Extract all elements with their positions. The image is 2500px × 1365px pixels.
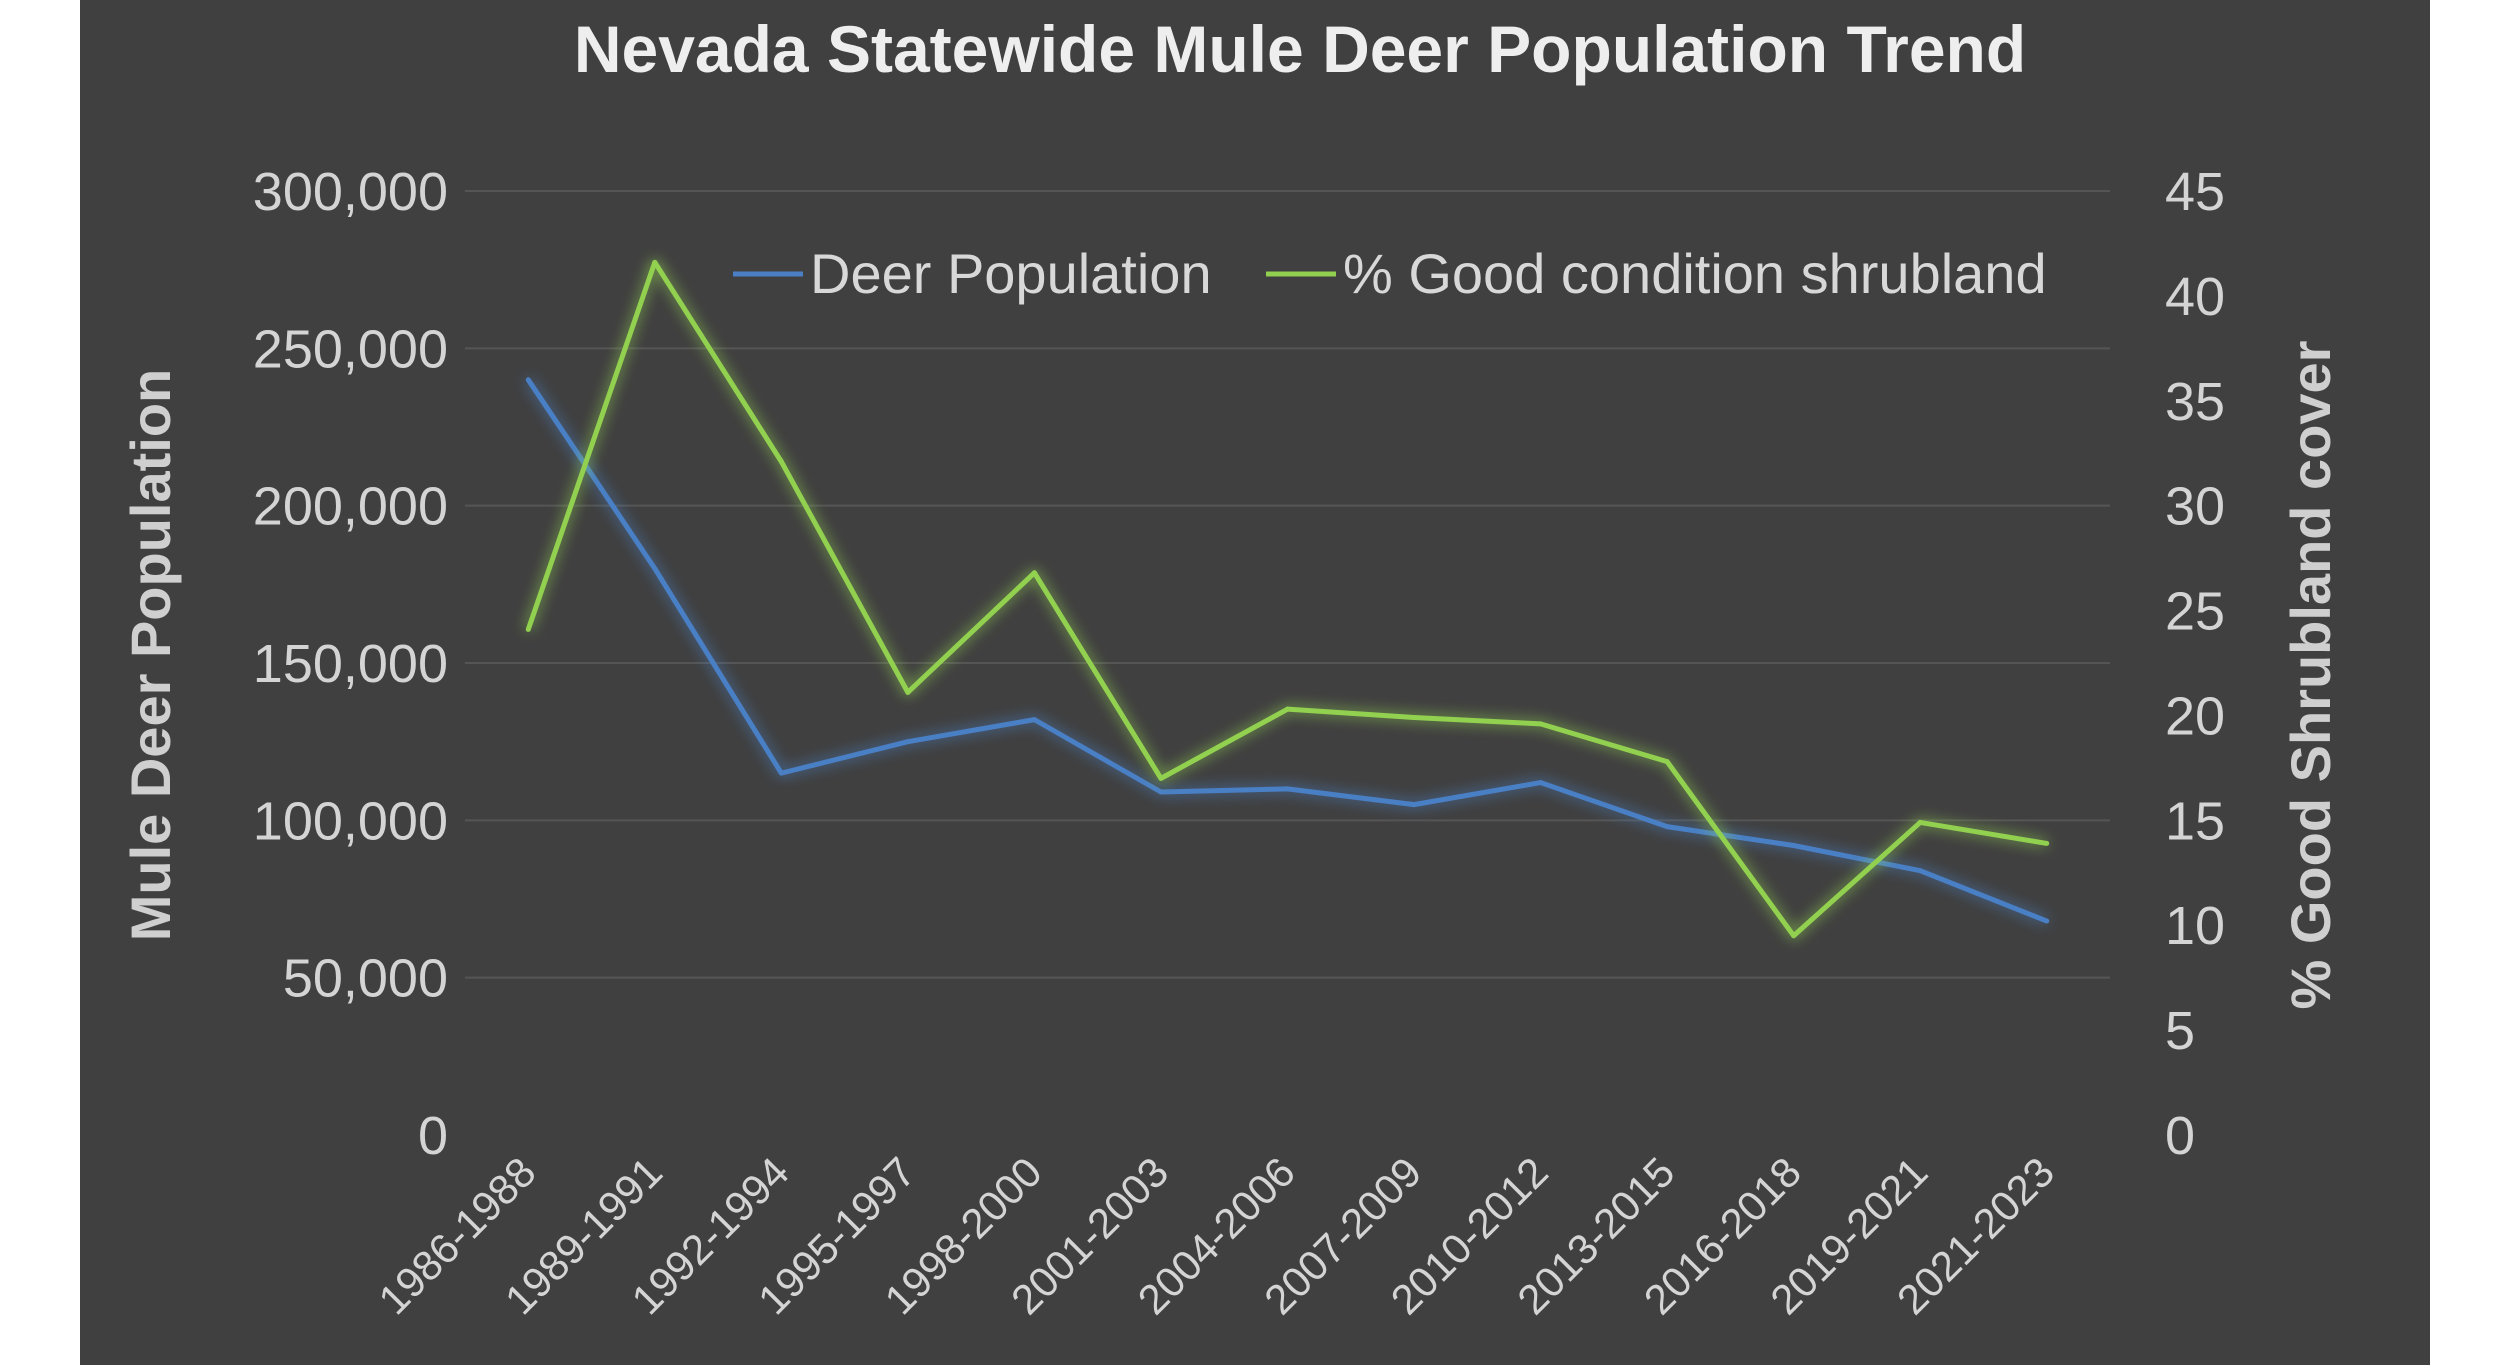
data-point <box>652 566 658 572</box>
y-tick-label: 200,000 <box>253 477 448 537</box>
data-point <box>1158 775 1164 781</box>
data-point <box>1031 570 1037 576</box>
y2-tick-label: 0 <box>2165 1106 2195 1166</box>
y2-tick-label: 15 <box>2165 791 2225 851</box>
data-point <box>1411 715 1417 721</box>
chart-panel <box>80 0 2430 1365</box>
y2-tick-label: 5 <box>2165 1001 2195 1061</box>
data-point <box>1791 843 1797 849</box>
data-point <box>1285 706 1290 712</box>
data-point <box>1791 933 1797 939</box>
data-point <box>778 459 784 465</box>
y2-tick-label: 45 <box>2165 162 2225 222</box>
y-tick-label: 50,000 <box>283 949 448 1009</box>
data-point <box>2044 840 2050 846</box>
data-point <box>2044 918 2050 924</box>
data-point <box>1538 721 1544 727</box>
data-point <box>1917 819 1923 825</box>
data-point <box>652 259 658 265</box>
legend-label-deer: Deer Population <box>810 242 1212 305</box>
data-point <box>1538 780 1544 786</box>
chart-title: Nevada Statewide Mule Deer Population Tr… <box>574 12 2026 86</box>
y-axis-title: Mule Deer Population <box>119 369 182 942</box>
data-point <box>1031 717 1037 723</box>
y2-tick-label: 20 <box>2165 686 2225 746</box>
y2-tick-label: 10 <box>2165 896 2225 956</box>
data-point <box>778 770 784 776</box>
data-point <box>525 377 531 383</box>
data-point <box>905 689 911 695</box>
y2-tick-label: 30 <box>2165 477 2225 537</box>
data-point <box>1158 789 1164 795</box>
data-point <box>1664 759 1670 765</box>
data-point <box>905 739 911 745</box>
y-tick-label: 250,000 <box>253 319 448 379</box>
data-point <box>1411 802 1417 808</box>
y-tick-label: 300,000 <box>253 162 448 222</box>
y2-axis-title: % Good Shrubland cover <box>2279 341 2342 1010</box>
y-tick-label: 0 <box>418 1106 448 1166</box>
y-tick-label: 150,000 <box>253 634 448 694</box>
y2-tick-label: 40 <box>2165 267 2225 327</box>
data-point <box>1917 868 1923 874</box>
legend-label-shrubland: % Good condition shrubland <box>1343 242 2047 305</box>
y-tick-label: 100,000 <box>253 791 448 851</box>
data-point <box>1285 786 1290 792</box>
legend: Deer Population % Good condition shrubla… <box>733 242 2047 305</box>
data-point <box>1664 824 1670 830</box>
y2-tick-label: 25 <box>2165 582 2225 642</box>
y2-tick-label: 35 <box>2165 372 2225 432</box>
data-point <box>525 626 531 632</box>
